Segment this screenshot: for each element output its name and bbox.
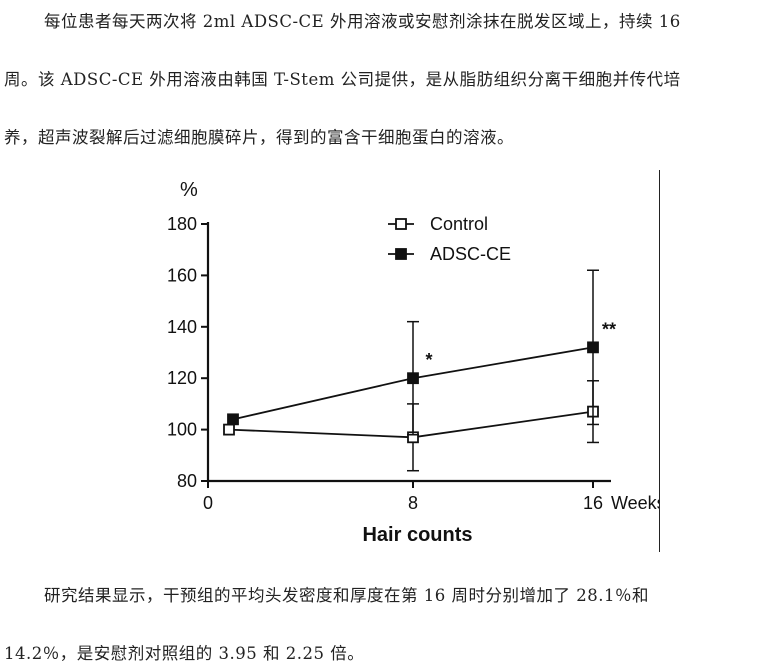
paragraph-1: 每位患者每天两次将 2ml ADSC-CE 外用溶液或安慰剂涂抹在脱发区域上，持…	[44, 12, 681, 31]
paragraph-3: 养，超声波裂解后过滤细胞膜碎片，得到的富含干细胞蛋白的溶液。	[4, 128, 514, 147]
data-point	[407, 372, 419, 385]
y-tick-label: 160	[167, 265, 197, 285]
significance-mark: *	[425, 350, 432, 370]
legend-label: ADSC-CE	[430, 244, 511, 264]
column-divider	[659, 170, 660, 552]
y-tick-label: 140	[167, 317, 197, 337]
data-point	[587, 341, 599, 354]
x-tick-label: 0	[203, 493, 213, 513]
y-tick-label: 80	[177, 471, 197, 491]
x-tick-label: 8	[408, 493, 418, 513]
y-tick-label: 180	[167, 214, 197, 234]
data-point	[227, 413, 239, 426]
paragraph-5: 14.2％，是安慰剂对照组的 3.95 和 2.25 倍。	[4, 644, 365, 663]
x-axis-title: Hair counts	[362, 524, 472, 546]
legend-marker	[395, 218, 407, 230]
paragraph-2: 周。该 ADSC-CE 外用溶液由韩国 T-Stem 公司提供，是从脂肪组织分离…	[4, 70, 681, 89]
y-tick-label: 100	[167, 420, 197, 440]
x-unit-label: Weeks	[611, 493, 660, 513]
significance-mark: **	[602, 319, 616, 339]
legend-marker	[395, 248, 407, 260]
y-axis-title: %	[180, 179, 198, 201]
hair-count-chart: 801001201401601800816Weeks%Hair counts**…	[167, 179, 660, 546]
y-tick-label: 120	[167, 368, 197, 388]
legend-label: Control	[430, 214, 488, 234]
data-point	[223, 423, 235, 436]
paragraph-4: 研究结果显示，干预组的平均头发密度和厚度在第 16 周时分别增加了 28.1％和	[44, 586, 649, 605]
x-tick-label: 16	[583, 493, 603, 513]
